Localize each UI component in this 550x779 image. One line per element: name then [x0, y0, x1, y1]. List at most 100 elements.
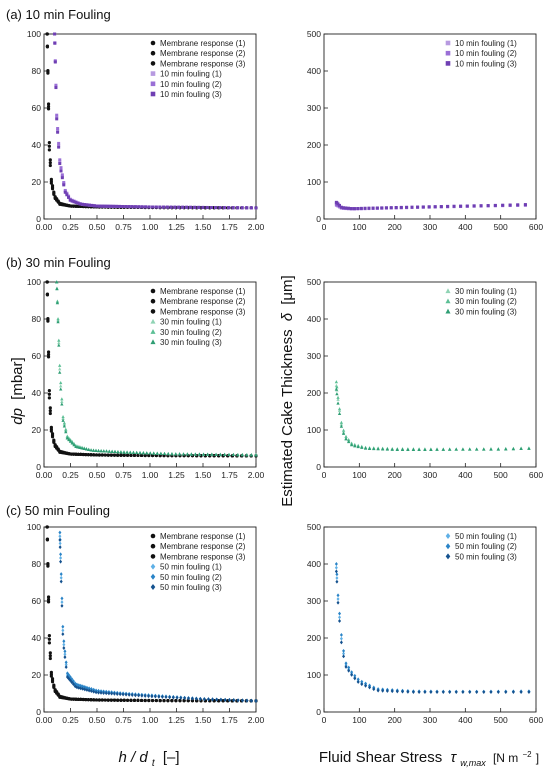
legend-marker	[150, 71, 156, 76]
legend-item: Membrane response (3)	[150, 59, 246, 68]
data-point	[240, 453, 244, 457]
legend-marker	[150, 50, 156, 56]
legend-label: Membrane response (2)	[160, 297, 246, 306]
data-point	[376, 688, 380, 693]
y-tick-label: 100	[27, 277, 41, 287]
data-point	[394, 205, 398, 209]
data-point	[339, 633, 343, 637]
x-tick-label: 1.00	[142, 222, 159, 232]
y-tick-label: 0	[36, 214, 41, 224]
left-y-axis-label: dp [mbar]	[9, 357, 26, 424]
data-point	[154, 205, 158, 209]
data-point	[112, 698, 117, 702]
x-tick-label: 100	[352, 470, 366, 480]
fouling-series	[334, 380, 531, 451]
data-point	[344, 664, 348, 669]
legend-marker	[150, 61, 156, 66]
y-tick-label: 200	[307, 388, 321, 398]
data-point	[80, 446, 84, 450]
data-point	[61, 416, 65, 421]
data-point	[245, 453, 249, 457]
data-point	[245, 206, 249, 210]
data-point	[461, 447, 465, 451]
y-tick-label: 0	[36, 707, 41, 717]
data-point	[193, 452, 198, 456]
y-tick-label: 400	[307, 559, 321, 569]
data-point	[70, 199, 74, 203]
data-point	[441, 690, 445, 694]
y-tick-label: 40	[32, 140, 42, 150]
data-point	[140, 205, 144, 209]
data-point	[360, 679, 364, 684]
data-point	[339, 420, 344, 424]
y-tick-label: 0	[36, 462, 41, 472]
y-tick-label: 60	[32, 351, 42, 361]
data-point	[58, 545, 62, 550]
data-point	[81, 452, 85, 457]
data-point	[80, 202, 84, 206]
data-point	[353, 676, 357, 681]
data-point	[103, 204, 107, 208]
legend-label: Membrane response (1)	[160, 39, 246, 48]
fouling-series	[334, 383, 531, 451]
data-point	[109, 204, 113, 208]
data-point	[136, 698, 140, 703]
data-point	[59, 169, 63, 173]
data-point	[334, 569, 338, 574]
data-point	[381, 447, 385, 451]
data-point	[55, 287, 59, 291]
data-point	[65, 436, 69, 440]
data-point	[50, 435, 55, 439]
data-point	[52, 192, 56, 196]
data-point	[341, 428, 346, 432]
data-point	[109, 453, 113, 457]
legend-item: 10 min fouling (1)	[445, 39, 517, 48]
data-point	[60, 603, 64, 608]
data-point	[53, 32, 57, 36]
data-point	[360, 682, 364, 687]
data-point	[63, 649, 67, 654]
data-point	[336, 597, 340, 601]
data-point	[390, 447, 394, 451]
data-point	[47, 641, 51, 645]
data-point	[222, 206, 226, 210]
y-tick-label: 40	[32, 633, 42, 643]
data-point	[154, 698, 158, 703]
data-point	[227, 206, 231, 210]
data-point	[206, 697, 210, 702]
data-point	[79, 697, 83, 702]
data-point	[59, 384, 63, 388]
x-tick-label: 400	[458, 470, 472, 480]
data-point	[254, 453, 258, 457]
legend-item: 30 min fouling (2)	[445, 297, 517, 306]
data-point	[60, 397, 64, 401]
x-tick-label: 0.00	[36, 470, 53, 480]
data-point	[67, 438, 71, 442]
data-point	[165, 205, 169, 209]
data-point	[493, 203, 497, 207]
data-point	[347, 665, 351, 670]
data-point	[121, 204, 125, 208]
data-point	[157, 694, 161, 699]
data-point	[190, 699, 195, 703]
data-point	[52, 438, 56, 442]
data-point	[335, 385, 339, 389]
data-point	[81, 686, 85, 691]
data-point	[423, 447, 427, 451]
data-point	[335, 579, 339, 584]
data-point	[64, 665, 68, 670]
data-point	[186, 696, 190, 701]
x-tick-label: 600	[529, 222, 543, 232]
data-point	[417, 447, 421, 451]
y-tick-label: 80	[32, 314, 42, 324]
legend-item: Membrane response (2)	[150, 297, 246, 306]
data-point	[162, 451, 167, 455]
data-point	[87, 686, 91, 691]
data-point	[79, 452, 83, 457]
data-point	[50, 187, 55, 191]
data-point	[54, 86, 58, 90]
legend-marker	[150, 563, 156, 570]
data-point	[421, 205, 425, 209]
legend-item: Membrane response (3)	[150, 552, 246, 561]
data-point	[61, 632, 65, 637]
